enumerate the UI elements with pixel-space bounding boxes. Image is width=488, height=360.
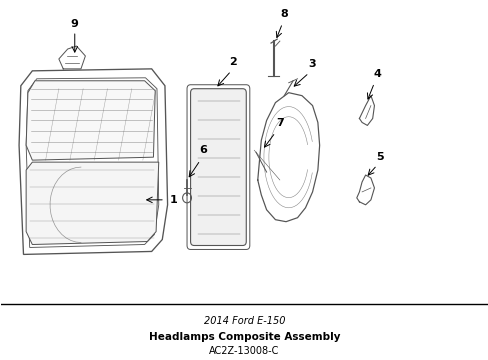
Text: 6: 6 <box>199 145 206 155</box>
Text: 2: 2 <box>229 57 236 67</box>
Text: 4: 4 <box>372 69 380 79</box>
Text: 1: 1 <box>169 195 177 205</box>
FancyBboxPatch shape <box>190 89 246 246</box>
Text: AC2Z-13008-C: AC2Z-13008-C <box>209 346 279 356</box>
Text: 5: 5 <box>375 152 383 162</box>
Text: 8: 8 <box>280 9 287 19</box>
Text: 2014 Ford E-150: 2014 Ford E-150 <box>203 316 285 326</box>
Text: 7: 7 <box>275 118 283 129</box>
Text: 9: 9 <box>71 19 79 29</box>
PathPatch shape <box>26 81 155 160</box>
Text: 3: 3 <box>308 59 316 69</box>
PathPatch shape <box>26 162 159 244</box>
Text: Headlamps Composite Assembly: Headlamps Composite Assembly <box>148 332 340 342</box>
